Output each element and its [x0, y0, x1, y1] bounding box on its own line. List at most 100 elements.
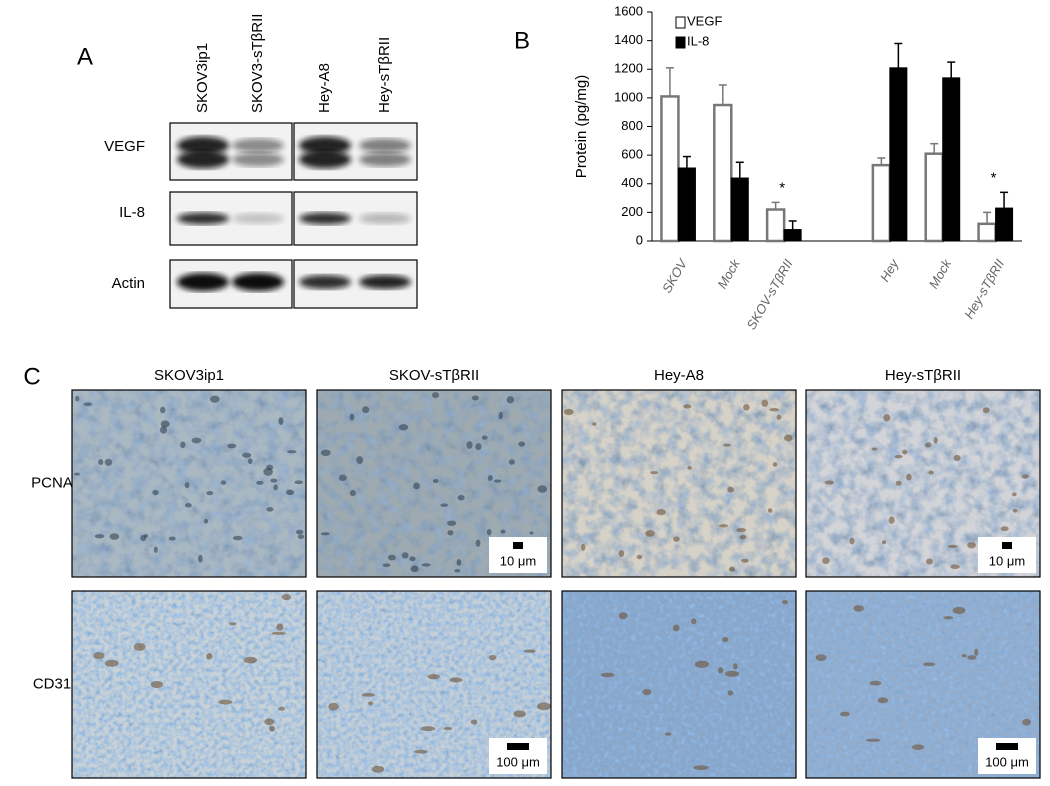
- stain-spot: [840, 711, 850, 717]
- legend-swatch: [675, 16, 686, 29]
- stain-spot: [83, 402, 93, 406]
- stain-spot: [776, 414, 782, 420]
- y-tick-label: 1200: [614, 61, 643, 76]
- stain-spot: [728, 566, 735, 572]
- panel-a: A SKOV3ip1 SKOV3-sTβRII Hey-A8 Hey-sTβRII VE…: [77, 14, 418, 309]
- stain-spot: [362, 406, 370, 414]
- stain-spot: [673, 536, 680, 542]
- stain-spot: [475, 443, 482, 451]
- significance-mark: *: [991, 169, 997, 186]
- stain-spot: [297, 534, 305, 539]
- stain-spot: [320, 532, 330, 536]
- stain-spot: [247, 458, 253, 465]
- stain-spot: [982, 407, 990, 414]
- row-label: VEGF: [104, 138, 145, 155]
- stain-spot: [160, 420, 170, 428]
- stain-spot: [203, 518, 209, 524]
- stain-spot: [349, 413, 355, 421]
- stain-spot: [506, 396, 514, 404]
- stain-spot: [74, 472, 80, 476]
- row-label: Actin: [112, 275, 145, 292]
- stain-spot: [152, 489, 159, 496]
- panel-c: C SKOV3ip1 SKOV-sTβRII Hey-A8 Hey-sTβRII PCN…: [23, 363, 1041, 779]
- stain-spot: [739, 534, 747, 540]
- error-bar: [894, 42, 903, 68]
- stain-spot: [642, 688, 652, 696]
- stain-spot: [229, 622, 237, 626]
- image-frame: [805, 389, 1041, 578]
- stain-spot: [1000, 526, 1009, 532]
- stain-spot: [877, 697, 889, 704]
- stain-spot: [447, 530, 454, 536]
- stain-spot: [320, 449, 331, 457]
- stain-spot: [664, 732, 672, 736]
- stain-spot: [849, 537, 855, 545]
- stain-spot: [98, 459, 104, 466]
- stain-spot: [387, 554, 396, 561]
- stain-spot: [1011, 492, 1017, 497]
- y-tick-label: 600: [621, 147, 643, 162]
- stain-spot: [273, 484, 278, 491]
- y-tick-label: 1600: [614, 3, 643, 18]
- stain-spot: [227, 443, 237, 449]
- stain-spot: [487, 475, 493, 482]
- error-bar: [877, 157, 886, 166]
- scale-bar-label: 100 μm: [985, 754, 1029, 769]
- panel-label: A: [77, 43, 93, 70]
- bar: [660, 95, 680, 243]
- stain-spot: [75, 395, 80, 402]
- stain-spot: [740, 558, 749, 563]
- stain-spot: [727, 486, 734, 493]
- stain-spot: [853, 605, 865, 612]
- stain-spot: [869, 680, 882, 686]
- stain-spot: [398, 424, 409, 431]
- bar: [995, 207, 1014, 242]
- stain-spot: [409, 556, 416, 562]
- stain-spot: [871, 447, 877, 451]
- stain-spot: [693, 765, 709, 770]
- stain-spot: [368, 701, 374, 706]
- stain-spot: [184, 482, 190, 489]
- stain-spot: [150, 680, 164, 689]
- x-tick-label: Mock: [926, 255, 955, 291]
- stain-spot: [220, 480, 227, 485]
- legend-label: VEGF: [687, 13, 722, 28]
- stain-spot: [500, 529, 506, 534]
- stain-spot: [950, 564, 960, 570]
- row-label: PCNA: [31, 474, 73, 491]
- y-axis-title: Protein (pg/mg): [573, 75, 590, 178]
- stain-spot: [905, 473, 912, 481]
- stain-spot: [784, 434, 793, 442]
- scale-bar: [996, 743, 1018, 750]
- stain-spot: [1021, 474, 1029, 479]
- stain-spot: [1012, 508, 1018, 513]
- stain-spot: [449, 677, 463, 683]
- y-tick-label: 400: [621, 175, 643, 190]
- scale-bar: [513, 542, 523, 549]
- stain-spot: [109, 533, 120, 540]
- error-bar: [947, 61, 956, 78]
- stain-spot: [925, 442, 932, 448]
- stain-spot: [498, 411, 503, 420]
- stain-spot: [1022, 718, 1031, 726]
- image-frame: [71, 590, 307, 779]
- y-tick-label: 800: [621, 118, 643, 133]
- blot-band: [359, 213, 411, 224]
- stain-spot: [733, 663, 738, 670]
- stain-spot: [481, 435, 488, 440]
- stain-spot: [933, 436, 938, 444]
- scale-bar-label: 10 μm: [989, 553, 1025, 568]
- scale-bar-label: 100 μm: [496, 754, 540, 769]
- error-bar: [735, 161, 744, 179]
- stain-spot: [457, 494, 465, 501]
- stain-spot: [767, 508, 773, 513]
- histology-texture: [562, 591, 796, 778]
- stain-spot: [815, 654, 827, 661]
- stain-spot: [694, 660, 710, 668]
- stain-spot: [180, 441, 186, 449]
- blot-band: [359, 138, 411, 153]
- bar: [677, 167, 696, 242]
- bar: [730, 177, 749, 242]
- stain-spot: [772, 462, 778, 467]
